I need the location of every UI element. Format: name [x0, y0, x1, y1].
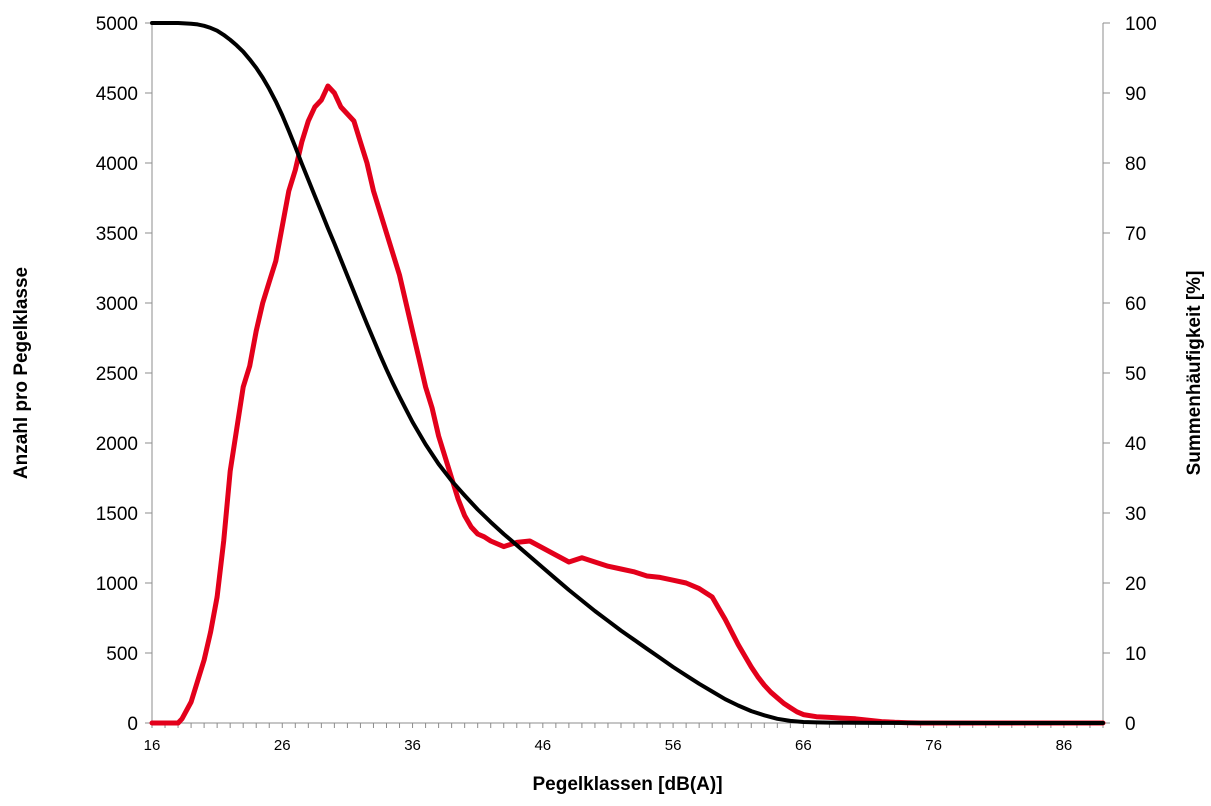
right-y-tick-label: 80 [1125, 154, 1146, 175]
right-y-tick-label: 70 [1125, 224, 1146, 245]
x-tick-label: 76 [925, 737, 942, 754]
labels: Pegelklassen [dB(A)] Anzahl pro Pegelkla… [11, 267, 1205, 795]
left-y-tick-label: 2000 [96, 434, 138, 455]
x-tick-label: 46 [534, 737, 551, 754]
left-y-tick-label: 4000 [96, 154, 138, 175]
count-per-class-line [149, 83, 1106, 726]
right-y-tick-label: 40 [1125, 434, 1146, 455]
x-tick-label: 16 [144, 737, 161, 754]
left-y-tick-label: 3500 [96, 224, 138, 245]
left-y-tick-label: 3000 [96, 294, 138, 315]
left-y-tick-label: 4500 [96, 84, 138, 105]
cumulative-frequency-line [150, 21, 1105, 725]
x-axis-title: Pegelklassen [dB(A)] [532, 774, 722, 795]
x-tick-label: 56 [665, 737, 682, 754]
right-y-tick-label: 100 [1125, 14, 1157, 35]
left-y-tick-label: 5000 [96, 14, 138, 35]
right-y-tick-label: 50 [1125, 364, 1146, 385]
left-y-tick-label: 1500 [96, 504, 138, 525]
right-y-axis-title: Summenhäufigkeit [%] [1184, 271, 1205, 476]
left-y-tick-label: 2500 [96, 364, 138, 385]
series [149, 21, 1106, 726]
right-y-tick-label: 30 [1125, 504, 1146, 525]
x-tick-label: 26 [274, 737, 291, 754]
axes: 16 26 36 46 56 66 76 86050010001500200025003000… [96, 14, 1157, 754]
x-tick-label: 66 [795, 737, 812, 754]
left-y-tick-label: 0 [127, 714, 138, 735]
right-y-tick-label: 0 [1125, 714, 1136, 735]
right-y-tick-label: 10 [1125, 644, 1146, 665]
left-y-axis-title: Anzahl pro Pegelklasse [11, 267, 32, 479]
right-y-tick-label: 90 [1125, 84, 1146, 105]
right-y-tick-label: 60 [1125, 294, 1146, 315]
left-y-tick-label: 500 [106, 644, 138, 665]
x-tick-label: 86 [1056, 737, 1073, 754]
right-y-tick-label: 20 [1125, 574, 1146, 595]
x-tick-label: 36 [404, 737, 421, 754]
left-y-tick-label: 1000 [96, 574, 138, 595]
